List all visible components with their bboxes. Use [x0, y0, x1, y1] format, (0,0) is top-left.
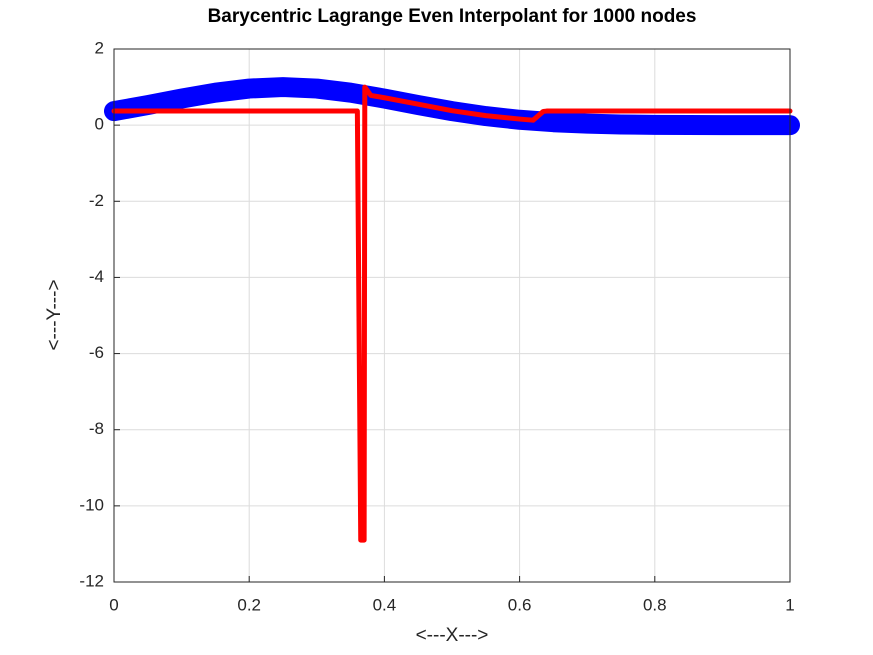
series-line [104, 77, 800, 136]
axes-box [113, 48, 791, 583]
y-tick-label: -4 [89, 267, 104, 286]
x-tick-label: 0.2 [237, 595, 261, 614]
plot-area [104, 77, 800, 543]
y-tick-label: -10 [79, 495, 104, 514]
y-tick-label: -12 [79, 571, 104, 590]
y-tick-label: -6 [89, 343, 104, 362]
x-tick-label: 1 [785, 595, 794, 614]
x-tick-label: 0.8 [643, 595, 667, 614]
chart-title: Barycentric Lagrange Even Interpolant fo… [208, 6, 697, 27]
y-axis-label: <---Y---> [44, 279, 65, 350]
x-axis-label: <---X---> [416, 625, 489, 646]
y-tick-label: -2 [89, 191, 104, 210]
y-tick-label: 2 [95, 38, 104, 57]
y-tick-label: 0 [95, 115, 104, 134]
x-tick-label: 0.4 [373, 595, 397, 614]
x-tick-label: 0.6 [508, 595, 532, 614]
x-tick-label: 0 [109, 595, 118, 614]
series-line [111, 84, 793, 543]
y-tick-label: -8 [89, 419, 104, 438]
